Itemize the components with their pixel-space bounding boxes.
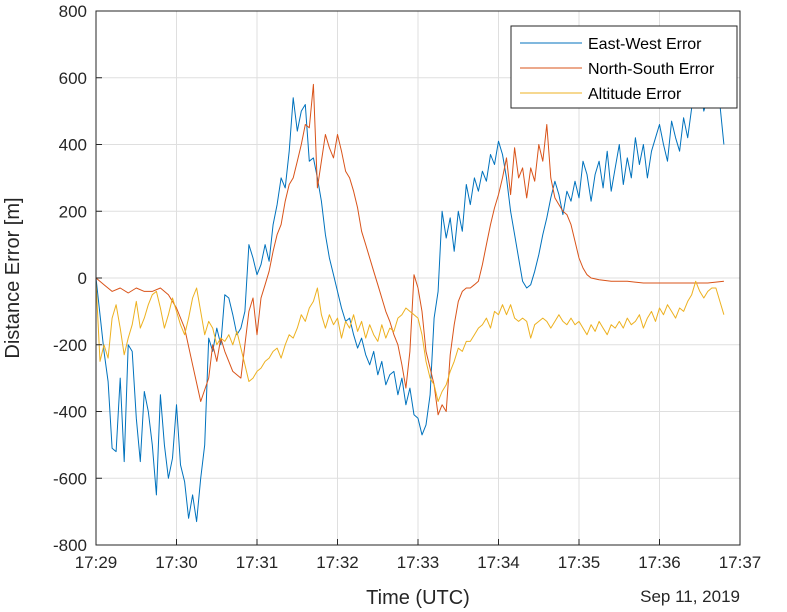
x-axis-label: Time (UTC): [366, 587, 470, 609]
y-tick-label: -400: [53, 403, 87, 422]
y-axis-label: Distance Error [m]: [2, 197, 24, 358]
x-tick-label: 17:31: [236, 553, 279, 572]
y-tick-label: 400: [59, 136, 87, 155]
y-tick-label: -600: [53, 469, 87, 488]
x-tick-label: 17:34: [477, 553, 520, 572]
y-tick-label: 200: [59, 202, 87, 221]
legend-label: Altitude Error: [588, 86, 682, 103]
y-tick-label: 800: [59, 2, 87, 21]
series-layer: [95, 83, 725, 523]
legend-label: North-South Error: [588, 61, 715, 78]
y-axis: -800 -600 -400 -200 0 200 400 600 800: [53, 2, 102, 555]
y-tick-label: -800: [53, 536, 87, 555]
legend-label: East-West Error: [588, 36, 702, 53]
y-tick-label: 0: [78, 269, 87, 288]
date-label: Sep 11, 2019: [640, 587, 740, 606]
legend: East-West Error North-South Error Altitude…: [510, 25, 738, 109]
x-tick-label: 17:30: [155, 553, 198, 572]
x-tick-label: 17:32: [316, 553, 359, 572]
x-tick-label: 17:36: [638, 553, 681, 572]
y-tick-label: -200: [53, 336, 87, 355]
x-tick-label: 17:29: [75, 553, 118, 572]
x-axis: 17:29 17:30 17:31 17:32 17:33 17:34 17:35 17:36…: [75, 539, 762, 572]
x-tick-label: 17:33: [397, 553, 440, 572]
x-tick-label: 17:35: [558, 553, 601, 572]
y-tick-label: 600: [59, 69, 87, 88]
series-line-2: [95, 280, 725, 402]
series-line-1: [95, 83, 724, 416]
legend-box: [510, 25, 738, 109]
x-tick-label: 17:37: [719, 553, 762, 572]
series-line-0: [95, 83, 725, 523]
